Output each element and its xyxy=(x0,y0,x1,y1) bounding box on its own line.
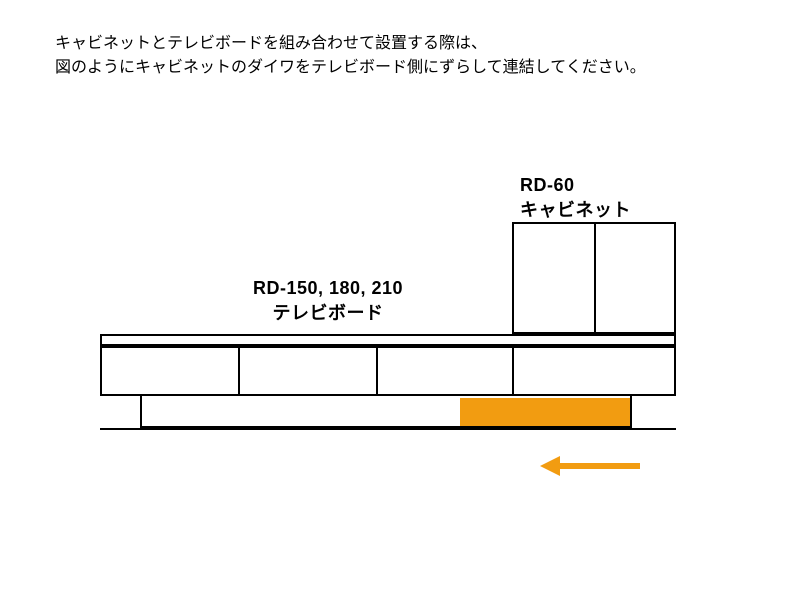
shift-arrow xyxy=(540,456,640,476)
cabinet-name: キャビネット xyxy=(520,200,631,220)
instruction-line2: 図のようにキャビネットのダイワをテレビボード側にずらして連結してください。 xyxy=(55,59,646,76)
plinth-daiwa xyxy=(140,396,632,428)
cabinet-label: RD-60 キャビネット xyxy=(520,175,680,222)
tvboard-top-strip xyxy=(100,334,676,346)
drawer-row xyxy=(100,346,676,396)
instruction-line1: キャビネットとテレビボードを組み合わせて設置する際は、 xyxy=(55,35,487,52)
tvboard-label: RD-150, 180, 210 テレビボード xyxy=(228,278,428,325)
diagram-canvas: キャビネットとテレビボードを組み合わせて設置する際は、図のようにキャビネットのダ… xyxy=(0,0,800,600)
tvboard-model: RD-150, 180, 210 xyxy=(253,278,403,298)
floor-baseline xyxy=(100,428,676,430)
arrow-shaft xyxy=(560,463,640,469)
drawer-divider xyxy=(238,346,240,396)
cabinet-model: RD-60 xyxy=(520,175,575,195)
drawer-divider xyxy=(512,346,514,396)
cabinet-upper-divider xyxy=(594,222,596,334)
tvboard-name: テレビボード xyxy=(273,303,384,323)
drawer-divider xyxy=(376,346,378,396)
instruction-text: キャビネットとテレビボードを組み合わせて設置する際は、図のようにキャビネットのダ… xyxy=(55,32,646,80)
arrow-left-icon xyxy=(540,456,560,476)
